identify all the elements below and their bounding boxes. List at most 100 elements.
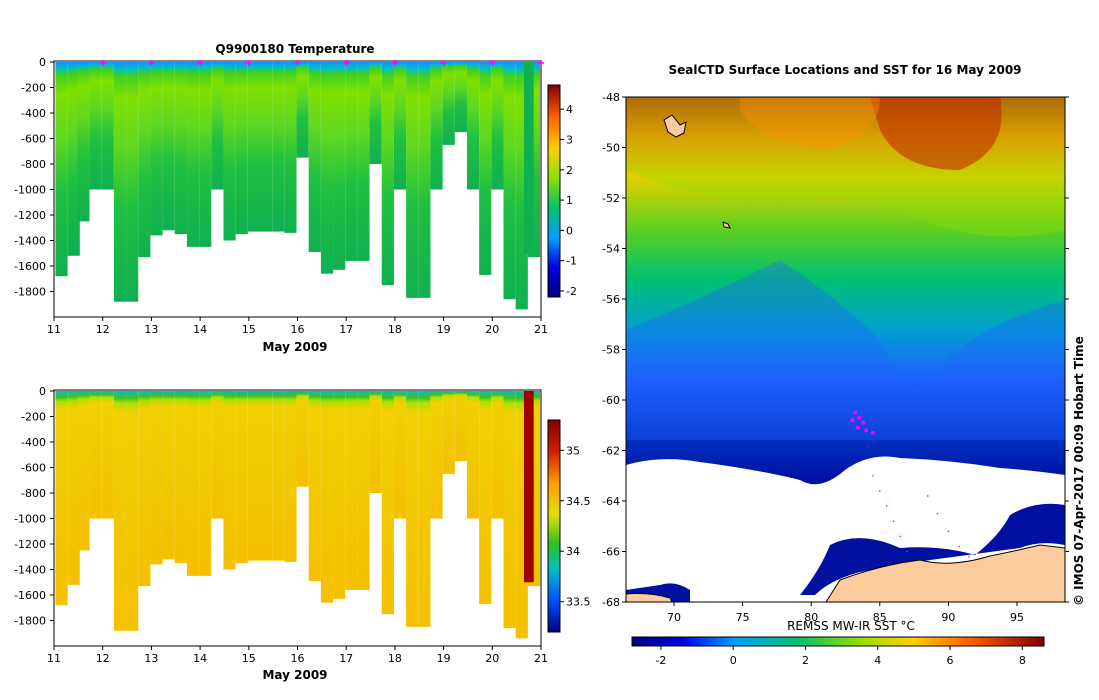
x-tick-label: 21 [534, 652, 548, 665]
sst-warm-core [740, 97, 880, 150]
coastal-water [800, 503, 1065, 595]
profile-column [101, 391, 114, 519]
colorbar-tick-label: -1 [566, 255, 577, 268]
salinity-y-axis: 0 -200 -400 -600 -800 -1000 -1200 -1400 -1600 -18… [14, 385, 54, 628]
track-point [878, 490, 881, 492]
profile-column [211, 391, 224, 519]
profile-column [162, 391, 175, 560]
profile-column [223, 62, 236, 241]
colorbar-tick-label: 4 [566, 103, 573, 116]
sst-colorbar-tick-label: 6 [947, 654, 954, 667]
y-tick-label: -400 [21, 436, 46, 449]
y-tick-label: -1600 [14, 589, 46, 602]
profile-column [186, 391, 200, 576]
surface-marker [489, 60, 496, 66]
profile-column [55, 62, 68, 277]
y-tick-label: -800 [21, 158, 46, 171]
profile-column [308, 62, 321, 252]
temp-x-axis: 11 12 13 14 15 16 17 18 19 20 21 [47, 317, 548, 336]
sst-colorbar-label: REMSS MW-IR SST °C [787, 619, 915, 633]
profile-column [199, 391, 212, 576]
x-tick-label: 13 [144, 652, 158, 665]
salinity-x-axis-label: May 2009 [262, 668, 327, 682]
sst-cold-tongue [626, 260, 1065, 440]
profile-column [138, 62, 151, 258]
lat-tick-label: -56 [602, 293, 620, 306]
temp-colorbar [547, 84, 561, 298]
seal-locations [850, 410, 875, 435]
y-tick-label: -800 [21, 487, 46, 500]
sst-colorbar-ticks: -2 0 2 4 6 8 [655, 646, 1026, 667]
track-point [927, 495, 929, 497]
x-tick-label: 14 [193, 323, 207, 336]
sst-colorbar-tick-label: 8 [1019, 654, 1026, 667]
sst-colorbar-tick-label: 2 [802, 654, 809, 667]
profile-column [260, 62, 273, 232]
lat-tick-label: -60 [602, 394, 620, 407]
profile-column [491, 391, 504, 519]
sst-colorbar-tick-label: -2 [655, 654, 666, 667]
profile-column [126, 62, 139, 302]
sst-hot-core [870, 97, 1002, 170]
profile-column [406, 391, 419, 627]
track-point [899, 535, 902, 538]
profile-column [381, 391, 394, 615]
lat-tick-label: -62 [602, 445, 620, 458]
lat-tick-label: -58 [602, 344, 620, 357]
colorbar-tick-label: 34 [566, 545, 580, 558]
lon-tick-label: 80 [804, 611, 818, 624]
lon-tick-label: 75 [736, 611, 750, 624]
profile-column [454, 391, 467, 462]
x-tick-label: 18 [388, 323, 402, 336]
profile-column [523, 62, 534, 254]
x-tick-label: 20 [485, 323, 499, 336]
surface-marker [148, 60, 155, 66]
lat-tick-label: -54 [602, 243, 620, 256]
y-tick-label: 0 [39, 56, 46, 69]
track-point [947, 530, 950, 533]
profile-column [113, 62, 127, 302]
lat-tick-label: -66 [602, 546, 620, 559]
y-tick-label: -1200 [14, 209, 46, 222]
lon-tick-label: 70 [667, 611, 681, 624]
profile-column [260, 391, 273, 561]
lat-tick-label: -48 [602, 91, 620, 104]
profile-column [320, 62, 334, 274]
profile-column [77, 391, 90, 551]
surface-marker [245, 60, 252, 66]
lon-tick-label: 85 [873, 611, 887, 624]
profile-column [284, 62, 297, 233]
seal-location [864, 428, 869, 433]
surface-marker [391, 60, 398, 66]
profile-column [126, 391, 139, 631]
profile-column [223, 391, 236, 570]
profile-column [418, 62, 431, 298]
x-tick-label: 11 [47, 652, 61, 665]
x-tick-label: 17 [339, 323, 353, 336]
x-tick-label: 20 [485, 652, 499, 665]
x-tick-label: 21 [534, 323, 548, 336]
profile-column [272, 62, 285, 232]
profile-column [174, 62, 187, 235]
antarctica-land-west [626, 593, 673, 602]
seal-location [857, 415, 862, 420]
profile-column [67, 62, 80, 256]
track-point [872, 474, 874, 477]
colorbar-tick-label: 33.5 [566, 596, 591, 609]
sst-colorbar-tick-label: 0 [730, 654, 737, 667]
profile-column [150, 62, 163, 236]
track-point [885, 505, 888, 507]
profile-column [186, 62, 200, 247]
profile-column [357, 391, 370, 590]
x-tick-label: 12 [96, 652, 110, 665]
profile-column [162, 62, 175, 231]
profile-column [393, 62, 407, 190]
x-tick-label: 15 [242, 323, 256, 336]
profile-column [55, 391, 68, 606]
map-title: SealCTD Surface Locations and SST for 16… [668, 63, 1021, 77]
sst-map [626, 97, 1065, 602]
track-point [958, 545, 961, 548]
profile-column [503, 391, 516, 629]
profile-column [333, 391, 346, 599]
